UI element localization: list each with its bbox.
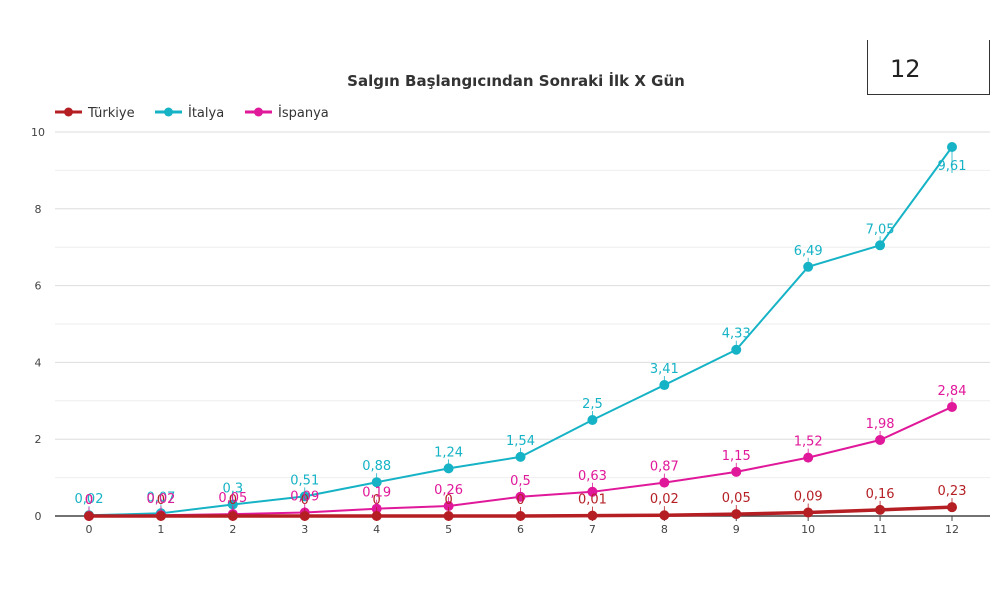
data-label: 3,41 — [650, 362, 679, 377]
data-label: 0,51 — [290, 473, 319, 488]
x-tick-label: 2 — [229, 523, 236, 536]
data-label: 0,01 — [578, 493, 607, 508]
data-label: 0 — [85, 493, 93, 508]
x-tick-label: 10 — [801, 523, 815, 536]
x-tick-label: 5 — [445, 523, 452, 536]
data-label: 0,88 — [362, 459, 391, 474]
chart-title: Salgın Başlangıcından Sonraki İlk X Gün — [347, 71, 685, 90]
data-point — [875, 504, 886, 515]
data-point — [731, 466, 742, 477]
data-point — [227, 499, 238, 510]
legend-marker — [164, 107, 173, 117]
x-tick-label: 0 — [86, 523, 93, 536]
data-label: 0 — [301, 493, 309, 508]
data-label: 1,15 — [722, 449, 751, 464]
data-label: 1,24 — [434, 445, 463, 460]
data-label: 7,05 — [866, 222, 895, 237]
data-label: 0,07 — [146, 490, 175, 505]
data-point — [155, 511, 166, 521]
data-label: 0,16 — [866, 487, 895, 502]
data-label: 0,02 — [650, 492, 679, 507]
data-point — [803, 261, 814, 272]
data-label: 0 — [85, 493, 93, 508]
data-label: 0,26 — [434, 483, 463, 498]
legend-label: İtalya — [188, 105, 224, 121]
x-tick-label: 12 — [945, 523, 959, 536]
legend-label: İspanya — [278, 105, 329, 121]
data-point — [587, 510, 598, 521]
data-point — [587, 415, 598, 425]
data-point — [731, 344, 742, 355]
x-tick-label: 8 — [661, 523, 668, 536]
data-point — [803, 452, 814, 463]
y-tick-label: 4 — [35, 356, 42, 369]
data-label: 1,52 — [794, 435, 823, 450]
data-label: 0,23 — [938, 484, 967, 499]
y-tick-label: 8 — [35, 203, 42, 216]
y-tick-label: 2 — [35, 433, 42, 446]
data-label: 0,05 — [218, 491, 247, 506]
data-point — [371, 477, 382, 488]
data-point — [587, 486, 598, 497]
data-point — [371, 511, 382, 521]
x-tick-label: 9 — [733, 523, 740, 536]
data-label: 0,63 — [578, 469, 607, 484]
y-tick-label: 0 — [35, 510, 42, 523]
data-label: 0,09 — [290, 490, 319, 505]
legend-marker — [64, 107, 73, 117]
data-point — [875, 434, 886, 445]
data-label: 0,19 — [362, 486, 391, 501]
data-label: 0,09 — [794, 490, 823, 505]
data-label: 0,02 — [75, 492, 104, 507]
data-label: 1,98 — [866, 417, 895, 432]
data-label: 9,61 — [938, 159, 967, 174]
data-point — [659, 477, 670, 488]
data-label: 2,84 — [938, 384, 967, 399]
data-label: 0 — [516, 493, 524, 508]
data-label: 0,02 — [146, 492, 175, 507]
data-point — [659, 510, 670, 521]
data-point — [443, 501, 454, 512]
data-point — [299, 491, 310, 502]
day-counter-value: 12 — [890, 55, 921, 83]
data-label: 0 — [229, 493, 237, 508]
legend-label: Türkiye — [87, 106, 135, 121]
data-point — [443, 463, 454, 474]
data-label: 0,3 — [222, 481, 243, 496]
x-tick-label: 11 — [873, 523, 887, 536]
data-point — [875, 240, 886, 251]
data-point — [84, 511, 94, 521]
data-point — [515, 451, 526, 462]
data-point — [803, 507, 814, 518]
data-point — [443, 511, 454, 521]
data-point — [659, 380, 670, 391]
x-tick-label: 3 — [301, 523, 308, 536]
x-tick-label: 7 — [589, 523, 596, 536]
data-label: 2,5 — [582, 397, 603, 412]
data-label: 0 — [157, 493, 165, 508]
data-point — [227, 511, 238, 521]
data-label: 0,87 — [650, 460, 679, 475]
data-point — [731, 509, 742, 520]
data-label: 0,5 — [510, 474, 531, 489]
data-label: 0,05 — [722, 491, 751, 506]
y-tick-label: 6 — [35, 280, 42, 293]
data-point — [299, 511, 310, 521]
data-label: 6,49 — [794, 244, 823, 259]
y-tick-label: 10 — [31, 126, 45, 139]
data-point — [515, 491, 526, 502]
data-label: 4,33 — [722, 327, 751, 342]
data-point — [947, 502, 957, 513]
day-counter-box: 12 — [867, 40, 990, 95]
data-label: 1,54 — [506, 434, 535, 449]
legend-marker — [254, 107, 263, 117]
x-tick-label: 4 — [373, 523, 380, 536]
data-point — [515, 511, 526, 521]
x-tick-label: 1 — [157, 523, 164, 536]
data-point — [947, 401, 957, 412]
x-tick-label: 6 — [517, 523, 524, 536]
